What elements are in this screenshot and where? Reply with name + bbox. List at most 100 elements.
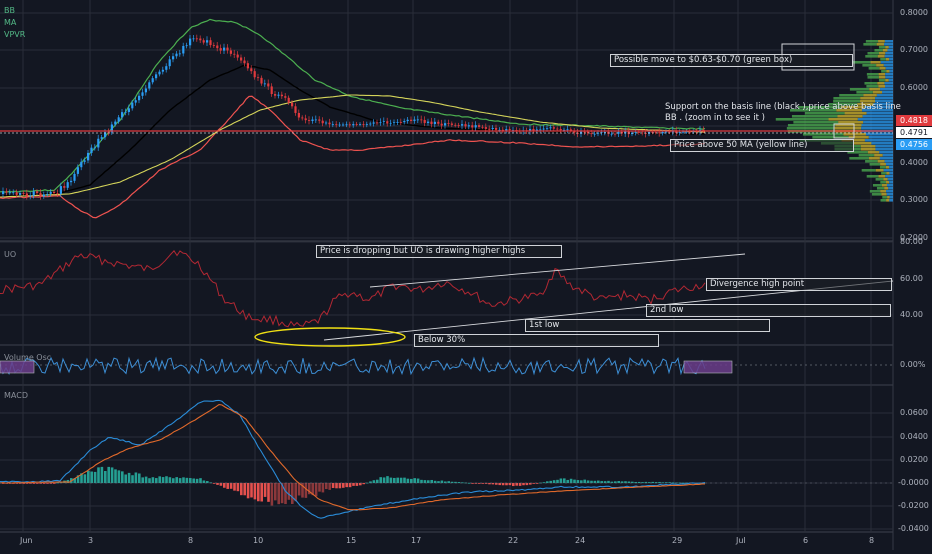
macd-histogram-bar [552,480,556,483]
macd-histogram-bar [600,481,603,483]
axis-label-macd: 0.0200 [900,455,928,464]
macd-histogram-bar [610,481,614,483]
candle-body [457,125,460,126]
annotation-second-low[interactable]: 2nd low [646,304,891,317]
macd-histogram-bar [518,483,522,486]
candle-body [444,123,447,126]
vpvr-bar [864,82,878,85]
indicator-macd-title[interactable]: MACD [4,391,28,400]
candle-body [478,125,481,127]
candle-body [501,129,504,131]
macd-histogram-bar [488,483,491,485]
candle-body [559,128,562,131]
macd-histogram-bar [226,483,229,489]
annotation-first-low[interactable]: 1st low [525,319,770,332]
candle-body [413,119,416,121]
indicator-ma-title[interactable]: MA [4,18,17,27]
macd-histogram-bar [175,477,178,483]
candle-body [110,124,113,133]
vpvr-bar [881,184,887,187]
indicator-volume-osc-title[interactable]: Volume Osc [4,353,52,362]
vpvr-bar [856,91,873,94]
annotation-below-30[interactable]: Below 30% [414,334,659,347]
vpvr-bar [879,166,886,169]
vpvr-bar [881,172,887,175]
macd-histogram-bar [607,480,610,483]
macd-histogram-bar [430,479,433,483]
macd-histogram-bar [352,483,355,486]
annotation-support-line1[interactable]: Support on the basis line (black ),price… [665,102,901,112]
macd-histogram-bar [348,483,352,488]
macd-histogram-bar [318,483,321,492]
macd-histogram-bar [403,477,406,483]
vpvr-bar [885,73,893,76]
time-label: 17 [411,536,422,545]
annotation-ma50[interactable]: Price above 50 MA (yellow line) [670,139,854,152]
candle-body [29,195,32,197]
candle-body [32,191,35,196]
candle-body [291,102,294,107]
macd-histogram-bar [274,483,277,501]
macd-histogram-bar [447,481,450,483]
candle-body [569,129,572,132]
vpvr-bar [877,82,885,85]
candle-body [267,83,270,87]
candle-body [573,131,576,133]
macd-histogram-bar [542,482,546,484]
macd-histogram-bar [73,478,76,483]
vpvr-bar [886,184,893,187]
time-label: 24 [575,536,586,545]
indicator-bb-title[interactable]: BB [4,6,15,15]
macd-histogram-bar [522,483,525,486]
annotation-support-line2[interactable]: BB . (zoom in to see it ) [665,113,765,123]
macd-histogram-bar [291,483,294,504]
annotation-green-box[interactable]: Possible move to $0.63-$0.70 (green box) [610,54,853,67]
candle-body [138,95,141,101]
annotation-divergence[interactable]: Divergence high point [706,278,892,291]
macd-histogram-bar [535,483,539,484]
candle-body [185,45,188,47]
macd-histogram-bar [335,483,338,489]
macd-histogram-bar [515,483,518,486]
vpvr-bar [870,61,881,64]
candle-body [223,47,226,51]
macd-histogram-bar [665,482,668,484]
macd-histogram-bar [661,482,665,484]
vpvr-bar [878,40,885,43]
indicator-uo-title[interactable]: UO [4,250,17,259]
candle-body [556,128,559,130]
candle-body [304,118,307,121]
vpvr-bar [885,175,893,178]
macd-histogram-bar [151,477,155,483]
vpvr-bar [880,88,893,91]
macd-histogram-bar [76,475,80,483]
indicator-vpvr-title[interactable]: VPVR [4,30,26,39]
macd-histogram-bar [195,478,199,483]
vpvr-bar [885,52,893,55]
vpvr-bar [878,85,886,88]
candle-body [175,53,178,57]
time-label: 8 [188,536,194,545]
candle-body [325,122,328,124]
vpvr-bar [886,181,890,184]
macd-histogram-bar [508,483,512,486]
annotation-uo-higher-highs[interactable]: Price is dropping but UO is drawing high… [316,245,562,258]
vpvr-bar [872,184,882,187]
axis-label-main: 0.8000 [900,8,928,17]
macd-histogram-bar [236,483,240,492]
vpvr-bar [878,76,886,79]
macd-histogram-bar [19,483,22,484]
macd-histogram-bar [243,483,246,496]
vpvr-bar [885,163,893,166]
candle-body [199,38,202,41]
vpvr-bar [849,88,870,91]
candle-body [461,124,464,126]
vpvr-bar [861,127,893,130]
candle-body [393,122,396,124]
macd-histogram-bar [2,483,5,484]
macd-histogram-bar [634,481,637,483]
candle-body [182,45,185,54]
macd-histogram-bar [427,480,430,483]
